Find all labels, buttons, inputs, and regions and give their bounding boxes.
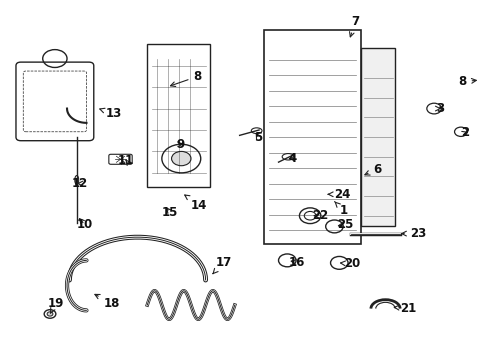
Text: 18: 18 bbox=[95, 294, 120, 310]
Text: 1: 1 bbox=[334, 202, 347, 217]
Text: 8: 8 bbox=[170, 70, 201, 86]
Text: 12: 12 bbox=[72, 177, 88, 190]
Text: 4: 4 bbox=[287, 152, 296, 165]
Text: 25: 25 bbox=[336, 218, 352, 231]
Circle shape bbox=[171, 152, 191, 166]
Text: 20: 20 bbox=[340, 257, 360, 270]
Text: 19: 19 bbox=[47, 297, 64, 313]
Text: 21: 21 bbox=[393, 302, 415, 315]
Text: 11: 11 bbox=[118, 154, 134, 167]
Text: 14: 14 bbox=[184, 195, 207, 212]
Text: 23: 23 bbox=[401, 227, 425, 240]
FancyBboxPatch shape bbox=[361, 48, 394, 226]
Text: 13: 13 bbox=[100, 107, 122, 120]
Text: 16: 16 bbox=[287, 256, 304, 269]
Text: 10: 10 bbox=[77, 218, 93, 231]
Text: 3: 3 bbox=[435, 102, 444, 115]
Text: 2: 2 bbox=[460, 126, 468, 139]
Text: 15: 15 bbox=[162, 206, 178, 219]
Text: 6: 6 bbox=[364, 163, 381, 176]
Text: 9: 9 bbox=[176, 138, 184, 151]
Circle shape bbox=[47, 312, 53, 316]
Text: 22: 22 bbox=[312, 209, 328, 222]
Text: 8: 8 bbox=[458, 75, 475, 88]
Text: 7: 7 bbox=[349, 14, 359, 37]
Text: 17: 17 bbox=[212, 256, 231, 274]
Text: 5: 5 bbox=[254, 131, 262, 144]
Text: 24: 24 bbox=[327, 188, 350, 201]
